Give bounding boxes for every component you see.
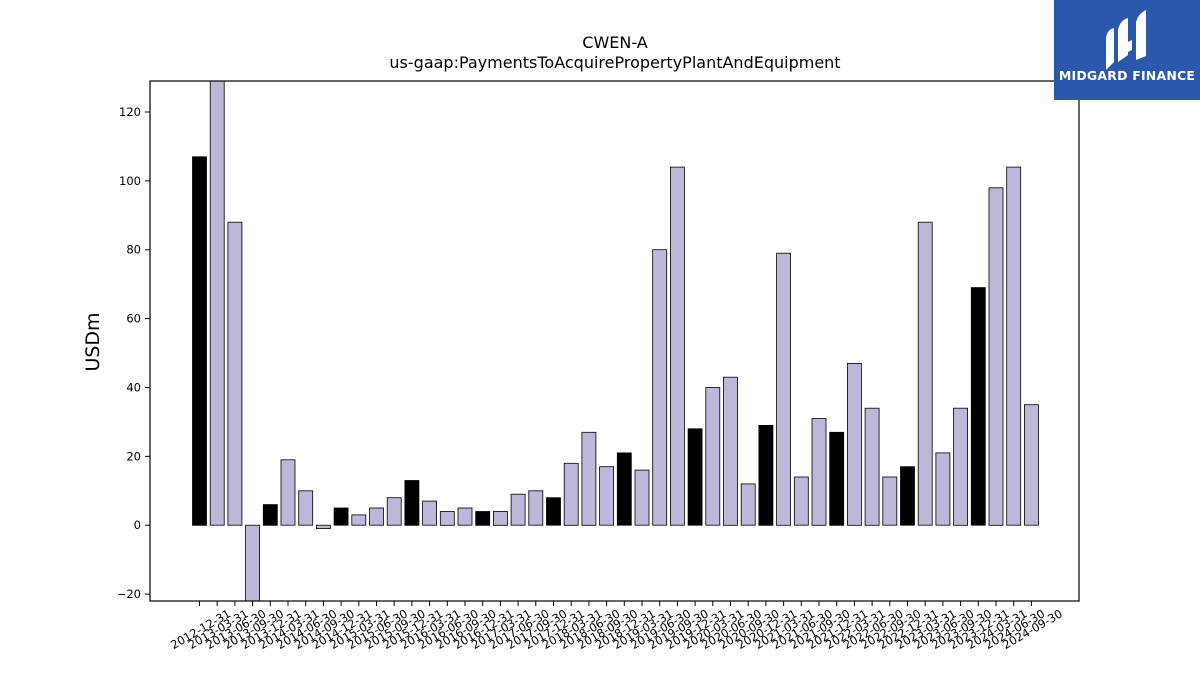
- midgard-finance-logo: MIDGARD FINANCE: [1054, 0, 1200, 100]
- y-tick-label: 80: [126, 243, 141, 257]
- bar: [917, 221, 933, 526]
- bar: [298, 490, 314, 526]
- logo-text: MIDGARD FINANCE: [1058, 68, 1196, 83]
- y-axis: −20 0 20 40 60 80 100 120: [117, 105, 150, 601]
- bar: [209, 80, 225, 526]
- bar: [280, 459, 296, 526]
- bar: [227, 221, 243, 526]
- bars-group: [192, 80, 1039, 602]
- bar: [475, 511, 491, 526]
- bar: [599, 466, 614, 526]
- chart-title: CWEN-A: [582, 33, 647, 52]
- bar: [1024, 404, 1039, 526]
- bar: [581, 431, 597, 526]
- bar: [882, 476, 898, 526]
- bar: [758, 424, 774, 526]
- y-tick-label: 120: [119, 105, 141, 119]
- chart-subtitle: us-gaap:PaymentsToAcquirePropertyPlantAn…: [389, 53, 840, 72]
- bar: [900, 466, 915, 526]
- plot-frame: [149, 80, 1080, 602]
- bar: [369, 507, 384, 526]
- bar: [616, 452, 632, 526]
- bar: [988, 187, 1004, 526]
- bar: [687, 428, 703, 526]
- bar: [528, 490, 544, 526]
- y-tick-label: −20: [117, 587, 141, 601]
- bar: [439, 511, 455, 526]
- bar: [829, 431, 845, 526]
- bar: [811, 418, 827, 526]
- bar: [563, 462, 579, 526]
- bar: [740, 483, 756, 526]
- bar: [315, 524, 331, 530]
- y-tick-label: 40: [126, 380, 141, 394]
- bar: [262, 504, 278, 526]
- y-tick-label: 60: [126, 312, 141, 326]
- x-axis: 2012-12-312013-03-312013-06-302013-09-30…: [168, 601, 1065, 652]
- bar: [351, 514, 367, 526]
- bar: [776, 252, 791, 526]
- bar: [935, 452, 951, 526]
- bar: [670, 166, 685, 526]
- bar: [864, 407, 880, 526]
- y-axis-label: USDm: [82, 312, 104, 371]
- bar: [333, 507, 349, 526]
- bar: [510, 493, 526, 526]
- bar: [192, 156, 207, 526]
- bar: [652, 249, 668, 526]
- bar: [793, 476, 809, 526]
- bar: [1006, 166, 1022, 526]
- bar: [847, 362, 862, 526]
- bar: [492, 511, 508, 526]
- bar: [723, 376, 738, 526]
- bar: [404, 480, 420, 526]
- bar: [953, 407, 968, 526]
- bar: [705, 387, 721, 526]
- y-tick-label: 100: [119, 174, 141, 188]
- logo-mark-icon: [1106, 10, 1146, 70]
- y-tick-label: 0: [134, 518, 141, 532]
- y-tick-label: 20: [126, 449, 141, 463]
- bar: [634, 469, 650, 526]
- bar: [422, 500, 438, 526]
- bar: [457, 507, 473, 526]
- bar: [970, 287, 986, 526]
- bar: [386, 497, 402, 526]
- bar: [546, 497, 561, 526]
- bar: [245, 524, 261, 602]
